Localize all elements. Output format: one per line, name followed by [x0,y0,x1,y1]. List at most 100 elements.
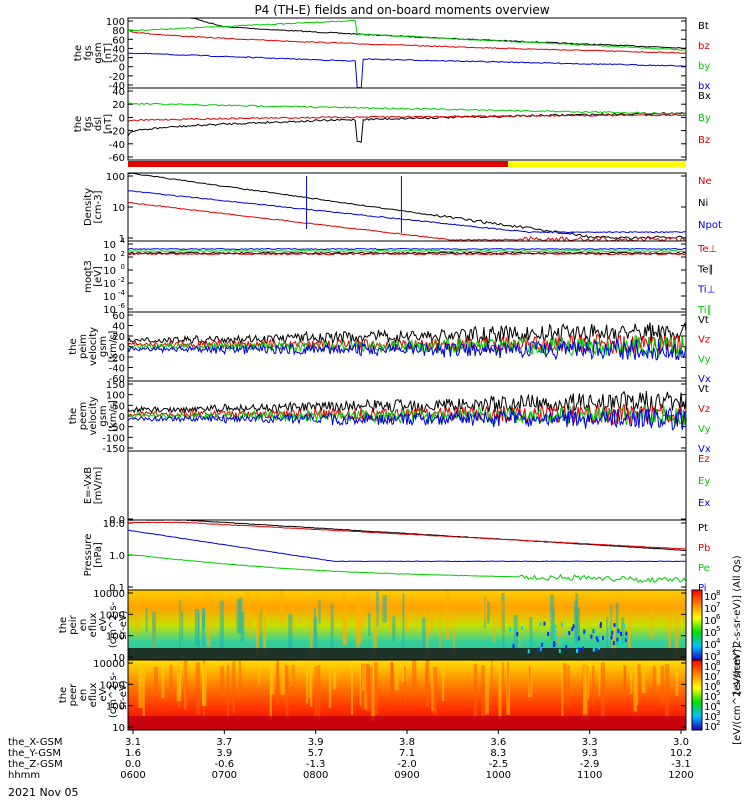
y-axis-label: moqt3 [83,260,94,293]
colorbar-tick-exponent: 7 [716,601,720,609]
heatmap-streak [310,609,313,659]
heatmap-streak [310,664,313,708]
legend-label: Vt [698,384,709,395]
legend-label: By [698,113,711,124]
y-tick-label: 20 [112,100,125,111]
colorbar-tick-base: 10 [704,702,717,713]
heatmap-streak [202,663,207,707]
x-tick-label-z: 0.0 [125,759,141,770]
legend-label: Ti⊥ [697,285,715,296]
heatmap-streak [498,664,502,720]
y-tick-label: 0 [119,113,125,124]
x-tick-label-x: 3.6 [490,737,506,748]
heatmap-dot [620,631,623,636]
heatmap-dot [539,622,542,627]
trace-Pt [127,519,687,552]
heatmap-dot [598,635,601,640]
figure-title: P4 (TH-E) fields and on-board moments ov… [254,3,549,17]
colorbar-tick-base: 10 [704,692,717,703]
y-tick-label: 60 [112,35,125,46]
trace-Ne [127,201,687,243]
heatmap-dot [554,629,557,634]
heatmap-streak [135,611,139,635]
y-tick-label: 10 [103,279,116,290]
heatmap-streak [372,612,378,654]
heatmap-dot [541,642,544,647]
heatmap-streak [313,617,318,669]
y-tick-label: 50 [112,401,125,412]
heatmap-streak [258,662,260,685]
heatmap-dot [538,647,541,652]
legend-label: Te⊥ [697,244,717,255]
x-tick-label-hhmm: 1200 [668,770,693,781]
trace-Vx [127,407,687,431]
y-tick-label: 0 [119,412,125,423]
trace-Bt [128,17,687,49]
colorbar-tick-base: 10 [704,616,717,627]
legend-label: Ey [698,476,710,487]
y-axis-label: dsl [93,117,104,131]
x-tick-label-hhmm: 0600 [120,770,145,781]
y-tick-label: 100 [106,17,125,28]
heatmap-streak [445,590,450,641]
y-tick-exponent: -2 [118,276,125,284]
y-tick-label: -100 [102,433,125,444]
heatmap-dot [583,629,586,634]
heatmap-dot [616,637,619,642]
y-axis-label: fgs [83,116,94,131]
x-tick-label-z: -2.5 [489,759,509,770]
y-tick-label: -40 [109,364,125,375]
heatmap-streak [257,610,261,635]
heatmap-streak [194,609,200,647]
y-axis-label: the [58,617,69,633]
y-tick-label: 10 [103,305,116,316]
heatmap-streak [276,662,279,693]
y-axis-label: Density [83,188,94,226]
heatmap-streak [394,666,399,691]
heatmap-streak [389,594,393,635]
heatmap-streak [620,617,625,645]
colorbar-label: [eV/(cm^2-s-sr-eV)] [732,645,743,745]
y-axis-label: the [68,338,79,354]
legend-label: Te∥ [697,264,714,275]
legend-label: Pe [698,563,710,574]
legend-label: Vy [698,424,711,435]
heatmap-streak [442,666,445,701]
heatmap-streak [330,603,334,655]
heatmap-streak [650,607,653,640]
colorbar-tick-base: 10 [704,682,717,693]
legend-label: Pb [698,543,710,554]
heatmap-streak [432,666,438,714]
legend-label: Ni [698,198,708,209]
y-tick-exponent: 2 [121,250,125,258]
heatmap-streak [374,662,378,715]
heatmap-streak [317,665,321,720]
y-axis-label: E=-VxB [83,467,94,504]
x-row-label: the_Y-GSM [8,748,61,759]
y-axis-label: velocity [88,327,99,366]
y-axis-label: [nT] [103,114,114,134]
y-axis-label: [km/s] [108,400,119,432]
heatmap-streak [430,602,434,631]
legend-label: Ex [698,498,710,509]
heatmap-dot [619,640,622,645]
heatmap-streak [314,665,317,719]
colorbar-tick-base: 10 [704,722,717,733]
colorbar-tick-base: 10 [704,640,717,651]
heatmap-streak [226,664,230,720]
legend-label: Vy [698,354,711,365]
heatmap-streak [269,662,272,719]
trace-bz [127,29,687,54]
y-tick-label: 40 [112,322,125,333]
y-tick-exponent: -4 [118,289,126,297]
heatmap-streak [491,660,493,695]
heatmap-streak [675,661,679,696]
heatmap-streak [202,610,205,646]
x-tick-label-x: 3.9 [308,737,324,748]
colorbar [691,589,703,661]
heatmap-streak [630,664,633,694]
heatmap-streak [573,600,578,642]
x-tick-label-y: 7.1 [399,748,415,759]
heatmap-streak [496,599,501,628]
heatmap-streak [487,601,490,624]
